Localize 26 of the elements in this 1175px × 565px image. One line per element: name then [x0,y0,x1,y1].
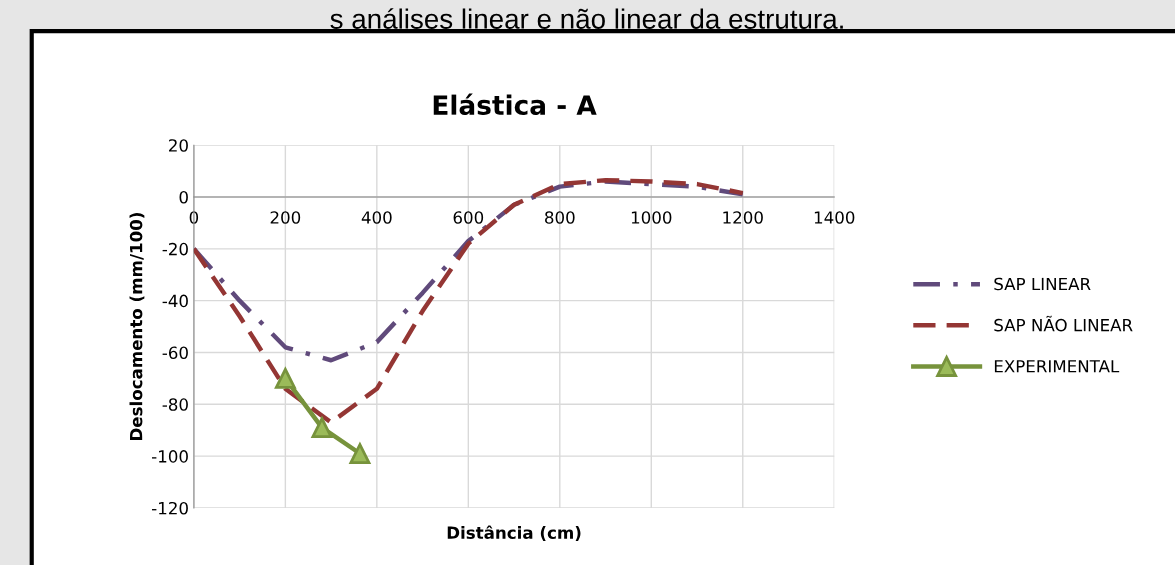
y-tick-label: -20 [162,242,188,256]
legend-label: EXPERIMENTAL [994,360,1120,373]
point [311,417,333,439]
y-axis-title: Deslocamento (mm/100) [129,213,145,441]
y-tick-label: 20 [169,139,188,152]
text: s análises linear e não linear da estrutura. [330,8,843,29]
y-tick-label: -100 [152,450,188,463]
point [349,443,371,464]
legend-label: SAP LINEAR [994,277,1091,291]
x-tick-label: 1000 [631,211,672,224]
x-tick-label: 0 [189,211,199,224]
y-tick-label: -40 [162,294,188,308]
x-tick-label: 800 [545,211,575,224]
x-tick-label: 600 [453,211,484,224]
y-tick-label: -120 [152,501,188,515]
x-tick-label: 200 [270,211,301,224]
y-tick-label: 0 [179,190,188,204]
x-tick-label: 1400 [814,211,855,224]
chart-title: Elástica - A [433,93,597,116]
y-tick-label: -80 [162,398,188,411]
x-tick-label: 1200 [723,211,763,224]
x-axis-title: Distância (cm) [447,525,581,541]
legend-label: SAP NÃO LINEAR [994,315,1133,332]
y-tick-label: -60 [162,346,188,360]
point [274,367,296,389]
x-tick-label: 400 [361,211,392,224]
